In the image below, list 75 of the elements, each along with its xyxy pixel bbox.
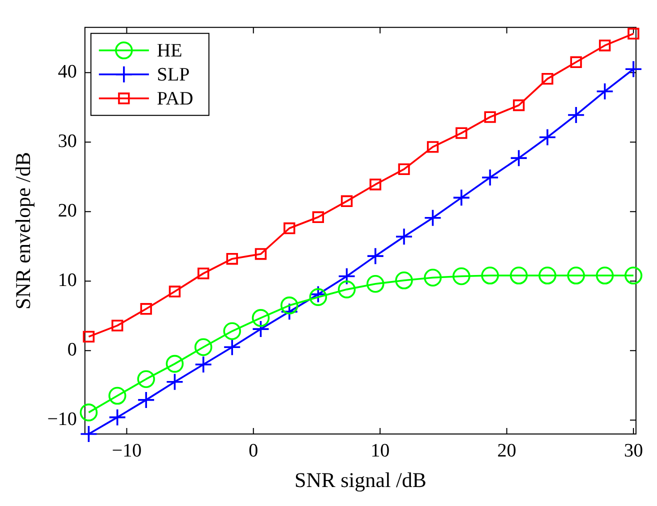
point — [223, 322, 242, 340]
point — [624, 266, 642, 284]
y-tick-label: 30 — [58, 131, 77, 152]
point — [567, 106, 585, 124]
y-tick-label: 20 — [58, 200, 77, 222]
point — [108, 386, 126, 405]
x-tick-label: 20 — [497, 440, 516, 462]
point — [223, 338, 242, 356]
point — [628, 28, 640, 40]
point — [484, 111, 496, 123]
point — [366, 247, 384, 265]
point — [567, 266, 585, 284]
point — [309, 288, 328, 306]
point — [166, 372, 184, 391]
point — [194, 356, 212, 374]
point — [596, 82, 614, 100]
point — [510, 149, 528, 167]
y-tick-label: 0 — [67, 340, 77, 361]
point — [366, 274, 384, 293]
point — [194, 338, 212, 356]
point — [456, 127, 468, 139]
legend-label: SLP — [156, 64, 190, 86]
y-axis-title: SNR envelope /dB — [11, 152, 36, 310]
point — [542, 72, 554, 85]
point — [254, 248, 267, 260]
point — [570, 56, 582, 68]
y-tick-label: 10 — [58, 270, 77, 292]
point — [481, 168, 499, 186]
legend-label: HE — [156, 40, 182, 62]
point — [338, 267, 356, 286]
point — [284, 222, 296, 234]
x-tick-label: −10 — [112, 440, 142, 462]
point — [252, 309, 270, 327]
x-tick-label: 10 — [370, 440, 390, 462]
point — [80, 425, 98, 443]
point — [198, 268, 210, 280]
point — [280, 296, 298, 314]
x-tick-label: 30 — [624, 440, 643, 462]
x-axis-title: SNR signal /dB — [294, 468, 426, 492]
x-tick-label: 0 — [248, 440, 258, 462]
legend-label: PAD — [156, 88, 194, 110]
y-tick-label: 40 — [58, 62, 77, 83]
point — [226, 253, 238, 265]
y-tick-label: −10 — [47, 409, 77, 430]
point — [340, 195, 353, 208]
point — [395, 271, 413, 290]
point — [452, 188, 470, 207]
point — [312, 211, 324, 223]
point — [596, 266, 614, 284]
point — [140, 303, 152, 315]
point — [424, 208, 442, 227]
point — [137, 370, 156, 388]
point — [108, 408, 126, 426]
point — [395, 228, 413, 246]
point — [111, 320, 124, 332]
point — [166, 354, 184, 373]
point — [481, 266, 499, 284]
point — [82, 330, 95, 343]
point — [512, 99, 525, 112]
point — [168, 286, 181, 298]
point — [398, 163, 410, 176]
point — [252, 320, 270, 338]
point — [598, 40, 611, 52]
point — [452, 267, 470, 286]
point — [338, 280, 356, 298]
point — [426, 141, 439, 153]
point — [80, 404, 98, 422]
point — [137, 391, 156, 409]
point — [538, 128, 556, 146]
point — [424, 268, 442, 287]
point — [538, 266, 556, 284]
point — [624, 60, 642, 78]
point — [510, 266, 528, 284]
point — [280, 302, 298, 321]
point — [370, 178, 382, 190]
